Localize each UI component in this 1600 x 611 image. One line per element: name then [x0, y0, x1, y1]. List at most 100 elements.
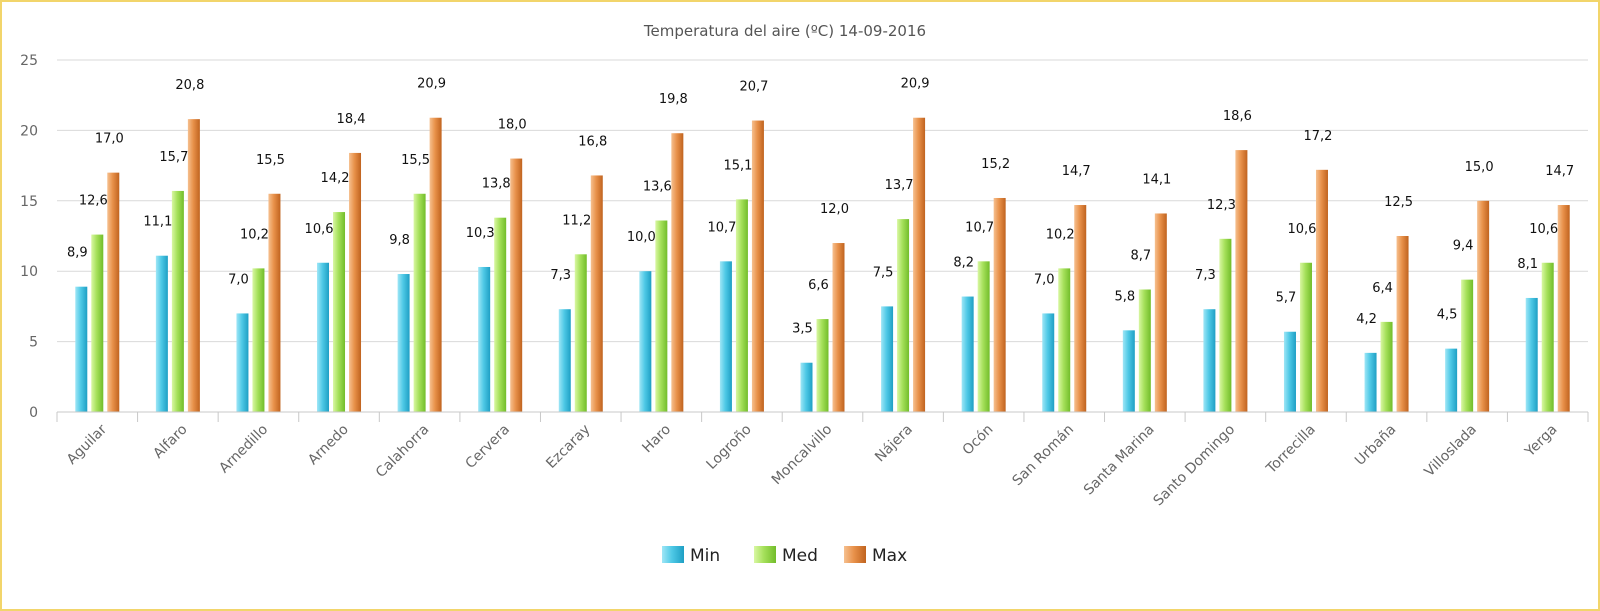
data-label: 14,2 — [321, 171, 350, 186]
bar-med[interactable] — [1299, 262, 1312, 412]
x-tick-label: Yerga — [1521, 422, 1560, 461]
bar-max[interactable] — [751, 120, 764, 412]
bar-max[interactable] — [1557, 205, 1570, 412]
bar-max[interactable] — [349, 152, 362, 413]
data-label: 17,0 — [95, 132, 124, 147]
legend[interactable]: Min Med Max — [662, 546, 907, 566]
bar-max[interactable] — [510, 158, 523, 412]
data-label: 12,0 — [820, 202, 849, 217]
x-tick-label: San Román — [1010, 422, 1078, 490]
bar-min[interactable] — [1445, 348, 1458, 412]
data-label: 12,5 — [1384, 195, 1413, 210]
data-label: 13,7 — [885, 178, 914, 193]
bar-max[interactable] — [1154, 213, 1167, 412]
bar-max[interactable] — [832, 243, 845, 412]
data-label: 10,6 — [305, 222, 334, 237]
data-label: 10,3 — [466, 226, 495, 241]
data-labels-layer: 8,9 12,6 17,0 11,1 15,7 20,8 7,0 10,2 15,5 10,6 14… — [67, 77, 1574, 337]
bar-med[interactable] — [977, 261, 990, 412]
bar-min[interactable] — [75, 286, 88, 412]
bar-max[interactable] — [107, 172, 120, 412]
bar-min[interactable] — [1364, 352, 1377, 412]
bar-max[interactable] — [187, 119, 200, 413]
bar-min[interactable] — [1122, 330, 1135, 412]
bar-min[interactable] — [317, 262, 330, 412]
data-label: 10,7 — [965, 220, 994, 235]
data-label: 5,8 — [1114, 289, 1135, 304]
data-label: 10,6 — [1529, 222, 1558, 237]
data-label: 14,7 — [1545, 164, 1574, 179]
data-label: 15,5 — [256, 153, 285, 168]
bar-med[interactable] — [1541, 262, 1554, 412]
bar-med[interactable] — [816, 319, 829, 412]
bar-max[interactable] — [590, 175, 603, 412]
bar-med[interactable] — [897, 219, 910, 412]
bar-med[interactable] — [1219, 238, 1232, 412]
data-label: 14,7 — [1062, 164, 1091, 179]
bar-min[interactable] — [961, 296, 974, 412]
data-label: 18,6 — [1223, 109, 1252, 124]
bar-med[interactable] — [1461, 279, 1474, 412]
y-tick-label: 20 — [20, 123, 38, 139]
data-label: 20,9 — [901, 77, 930, 92]
bar-min[interactable] — [1042, 313, 1055, 412]
legend-item-max[interactable]: Max — [872, 546, 907, 566]
bar-min[interactable] — [719, 261, 732, 412]
bar-med[interactable] — [1058, 268, 1071, 412]
x-tick-label: Ocón — [960, 422, 997, 459]
data-label: 13,6 — [643, 180, 672, 195]
bar-min[interactable] — [1203, 309, 1216, 412]
data-label: 8,7 — [1130, 249, 1151, 264]
data-label: 17,2 — [1303, 129, 1332, 144]
bar-min[interactable] — [558, 309, 571, 412]
bar-max[interactable] — [268, 193, 281, 412]
data-label: 11,1 — [143, 215, 172, 230]
bar-med[interactable] — [413, 193, 426, 412]
bar-max[interactable] — [1235, 150, 1248, 412]
data-label: 10,7 — [707, 220, 736, 235]
data-label: 12,3 — [1207, 198, 1236, 213]
bar-max[interactable] — [1396, 236, 1409, 412]
bar-max[interactable] — [913, 117, 926, 412]
legend-swatch-max — [844, 546, 866, 563]
chart-title: Temperatura del aire (ºC) 14-09-2016 — [643, 22, 926, 40]
data-label: 4,5 — [1437, 308, 1458, 323]
bar-med[interactable] — [494, 217, 507, 412]
bar-min[interactable] — [881, 306, 894, 412]
bar-med[interactable] — [91, 234, 104, 412]
bar-med[interactable] — [735, 199, 748, 412]
bar-min[interactable] — [1283, 331, 1296, 412]
legend-item-min[interactable]: Min — [690, 546, 720, 566]
bar-med[interactable] — [655, 220, 668, 412]
bar-max[interactable] — [429, 117, 442, 412]
bar-max[interactable] — [671, 133, 684, 412]
bar-min[interactable] — [155, 255, 168, 412]
bar-med[interactable] — [574, 254, 587, 412]
bar-med[interactable] — [252, 268, 265, 412]
bars-layer — [75, 117, 1570, 413]
bar-min[interactable] — [639, 271, 652, 412]
bar-min[interactable] — [800, 362, 813, 412]
bar-med[interactable] — [1380, 321, 1393, 412]
bar-med[interactable] — [333, 212, 346, 412]
data-label: 5,7 — [1276, 291, 1297, 306]
bar-min[interactable] — [236, 313, 249, 412]
bar-max[interactable] — [1074, 205, 1087, 412]
bar-min[interactable] — [397, 274, 410, 412]
x-tick-label: Ezcaray — [543, 422, 593, 472]
x-tick-label: Santa Marina — [1081, 422, 1158, 499]
x-tick-label: Villoslada — [1421, 422, 1480, 481]
bar-med[interactable] — [1138, 289, 1151, 412]
data-label: 10,0 — [627, 230, 656, 245]
x-tick-label: Alfaro — [150, 422, 190, 462]
data-label: 13,8 — [482, 177, 511, 192]
bar-min[interactable] — [1525, 297, 1538, 412]
bar-max[interactable] — [993, 197, 1006, 412]
bar-max[interactable] — [1477, 200, 1490, 412]
bar-max[interactable] — [1315, 169, 1328, 412]
bar-min[interactable] — [478, 266, 491, 412]
bar-med[interactable] — [171, 190, 184, 412]
data-label: 15,2 — [981, 157, 1010, 172]
legend-item-med[interactable]: Med — [782, 546, 818, 566]
